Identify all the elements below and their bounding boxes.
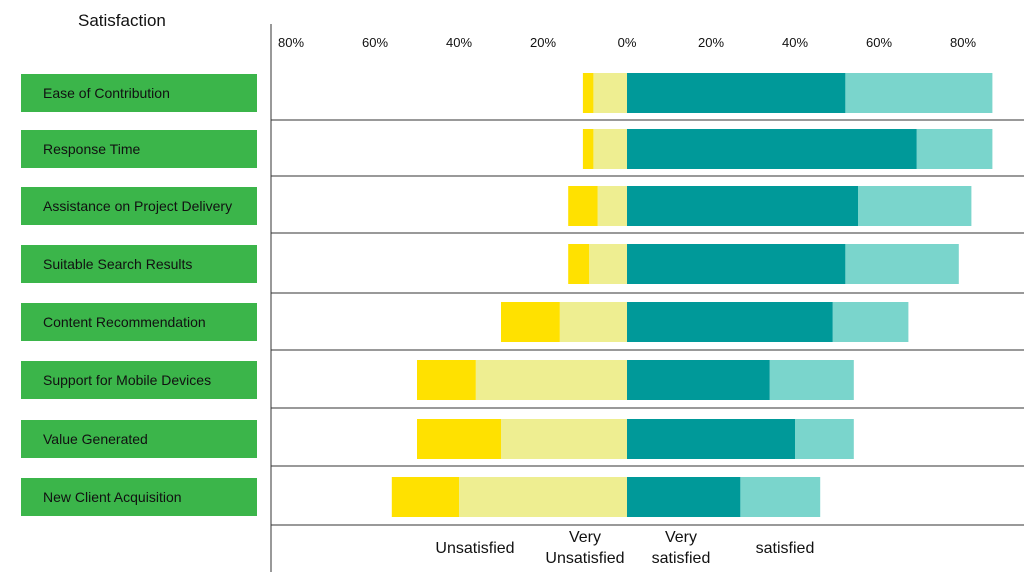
category-label-box [21,245,257,283]
bar-unsatisfied [475,360,627,400]
category-label: Value Generated [43,431,148,447]
bar-very-unsatisfied [568,244,590,284]
bar-satisfied [740,477,821,517]
bar-unsatisfied [593,73,627,113]
legend-very-unsatisfied-line: Unsatisfied [545,550,624,567]
bar-satisfied [795,419,854,459]
bar-unsatisfied [589,244,627,284]
bar-very-satisfied [627,73,846,113]
bar-satisfied [845,73,993,113]
legend-very-satisfied: Very satisfied [652,529,711,567]
legend-very-satisfied-line: satisfied [652,550,711,567]
chart-title: Satisfaction [78,11,166,30]
x-tick-label: 60% [866,35,892,50]
x-tick-label: 60% [362,35,388,50]
bar-unsatisfied [597,186,627,226]
bar-very-satisfied [627,244,846,284]
bar-unsatisfied [501,419,627,459]
bar-very-satisfied [627,302,833,342]
bar-unsatisfied [559,302,627,342]
category-label-box [21,130,257,168]
bar-very-satisfied [627,419,795,459]
x-tick-label: 0% [618,35,637,50]
x-tick-label: 20% [698,35,724,50]
bar-very-unsatisfied [391,477,459,517]
category-label-box [21,74,257,112]
bar-very-unsatisfied [501,302,560,342]
x-tick-label: 40% [446,35,472,50]
x-tick-label: 80% [950,35,976,50]
category-label-box [21,187,257,225]
bar-satisfied [858,186,972,226]
category-label: Suitable Search Results [43,256,192,272]
bar-satisfied [769,360,854,400]
category-label-box [21,420,257,458]
x-tick-label: 20% [530,35,556,50]
x-tick-label: 40% [782,35,808,50]
category-label: Content Recommendation [43,314,206,330]
bar-very-satisfied [627,360,770,400]
bar-very-unsatisfied [568,186,598,226]
bar-satisfied [832,302,909,342]
legend-very-unsatisfied-line: Very [569,529,601,546]
bar-satisfied [845,244,959,284]
bar-satisfied [916,129,993,169]
bar-very-satisfied [627,186,858,226]
legend-satisfied: satisfied [756,540,815,557]
bar-very-satisfied [627,129,917,169]
category-label: Ease of Contribution [43,85,170,101]
category-label-box [21,361,257,399]
legend-very-satisfied-line: Very [665,529,697,546]
bar-very-satisfied [627,477,741,517]
bar-very-unsatisfied [582,73,594,113]
category-label: Support for Mobile Devices [43,372,211,388]
bar-very-unsatisfied [417,419,501,459]
x-tick-label: 80% [278,35,304,50]
category-label-box [21,478,257,516]
bar-unsatisfied [593,129,627,169]
legend-very-unsatisfied: Very Unsatisfied [545,529,624,567]
bar-very-unsatisfied [582,129,594,169]
bar-unsatisfied [459,477,627,517]
legend-unsatisfied: Unsatisfied [435,540,514,557]
category-label: New Client Acquisition [43,489,182,505]
category-label-box [21,303,257,341]
category-label: Response Time [43,141,140,157]
category-label: Assistance on Project Delivery [43,198,232,214]
bar-very-unsatisfied [417,360,476,400]
